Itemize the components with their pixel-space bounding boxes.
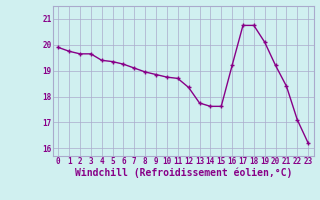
X-axis label: Windchill (Refroidissement éolien,°C): Windchill (Refroidissement éolien,°C) <box>75 168 292 178</box>
